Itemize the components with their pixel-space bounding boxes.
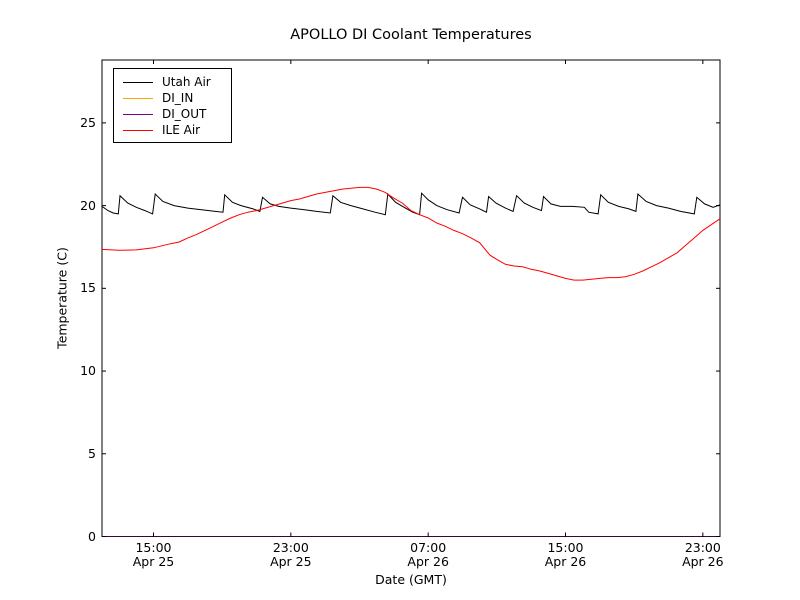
series-ile-air — [102, 186, 720, 281]
x-tick-date: Apr 25 — [132, 554, 175, 569]
x-tick-label: 23:00 Apr 26 — [658, 541, 748, 569]
x-tick-time: 07:00 — [410, 540, 447, 555]
legend-item: ILE Air — [114, 122, 231, 138]
x-tick-time: 23:00 — [684, 540, 721, 555]
y-tick-label: 25 — [80, 114, 96, 130]
x-axis-label: Date (GMT) — [375, 572, 447, 587]
series-utah-air — [102, 192, 720, 216]
y-tick-label: 10 — [80, 363, 96, 379]
chart-title: APOLLO DI Coolant Temperatures — [290, 27, 532, 43]
legend-item: Utah Air — [114, 74, 231, 90]
y-tick-label: 20 — [80, 197, 96, 213]
legend-label: ILE Air — [162, 123, 201, 137]
x-tick-date: Apr 26 — [682, 554, 724, 569]
x-tick-label: 23:00 Apr 25 — [246, 541, 336, 569]
x-tick-time: 15:00 — [547, 540, 584, 555]
legend-item: DI_OUT — [114, 106, 231, 122]
x-tick-time: 15:00 — [135, 540, 172, 555]
x-tick-time: 23:00 — [272, 540, 309, 555]
x-tick-date: Apr 26 — [544, 554, 587, 569]
y-axis-label: Temperature (C) — [54, 247, 70, 349]
x-tick-date: Apr 26 — [407, 554, 449, 569]
x-tick-label: 07:00 Apr 26 — [383, 541, 473, 569]
legend: Utah Air DI_IN DI_OUT ILE Air — [113, 68, 232, 143]
legend-item: DI_IN — [114, 90, 231, 106]
y-tick-label: 5 — [88, 445, 96, 461]
x-tick-label: 15:00 Apr 26 — [521, 541, 611, 569]
legend-label: DI_IN — [162, 91, 194, 105]
x-tick-date: Apr 25 — [270, 554, 312, 569]
x-tick-label: 15:00 Apr 25 — [109, 541, 199, 569]
legend-line-swatch — [123, 97, 153, 99]
legend-label: Utah Air — [162, 75, 211, 89]
y-tick-label: 0 — [88, 528, 96, 544]
legend-label: DI_OUT — [162, 107, 207, 121]
legend-line-swatch — [123, 81, 153, 83]
y-tick-label: 15 — [80, 280, 96, 296]
legend-line-swatch — [123, 113, 153, 115]
legend-line-swatch — [123, 129, 153, 131]
